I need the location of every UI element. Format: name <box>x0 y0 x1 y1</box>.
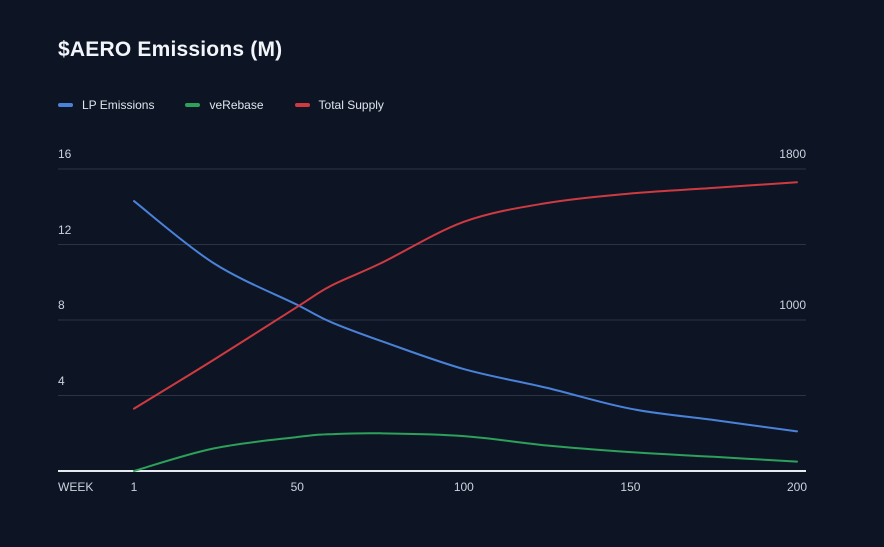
lp-emissions-swatch-icon <box>58 103 73 107</box>
y-left-tick-label: 4 <box>58 373 65 388</box>
chart-title: $AERO Emissions (M) <box>58 38 283 61</box>
x-axis-title: WEEK <box>58 480 94 494</box>
x-tick-label: 100 <box>453 480 474 494</box>
series-line-total-supply <box>133 181 798 410</box>
x-tick-label: 50 <box>290 480 304 494</box>
series-line-verebase <box>133 432 798 472</box>
legend-label: Total Supply <box>318 98 384 112</box>
series-line-lp-emissions <box>133 200 798 433</box>
y-right-tick-label: 1000 <box>779 298 806 312</box>
x-tick-label: 150 <box>620 480 641 494</box>
x-tick-label: 200 <box>786 480 808 494</box>
gridlines <box>58 168 806 396</box>
x-tick-label: 1 <box>130 480 138 494</box>
chart-legend: LP Emissions veRebase Total Supply <box>58 98 384 112</box>
legend-label: veRebase <box>209 98 264 112</box>
y-left-tick-label: 12 <box>58 222 72 237</box>
y-left-tick-label: 16 <box>58 147 72 161</box>
y-left-tick-label: 8 <box>58 298 65 312</box>
legend-item-verebase[interactable]: veRebase <box>185 98 264 112</box>
verebase-swatch-icon <box>185 103 201 107</box>
legend-item-total-supply[interactable]: Total Supply <box>294 98 384 112</box>
legend-item-lp-emissions[interactable]: LP Emissions <box>58 98 154 112</box>
legend-label: LP Emissions <box>82 98 155 112</box>
total-supply-swatch-icon <box>294 103 310 107</box>
y-right-tick-label: 1800 <box>779 147 806 161</box>
